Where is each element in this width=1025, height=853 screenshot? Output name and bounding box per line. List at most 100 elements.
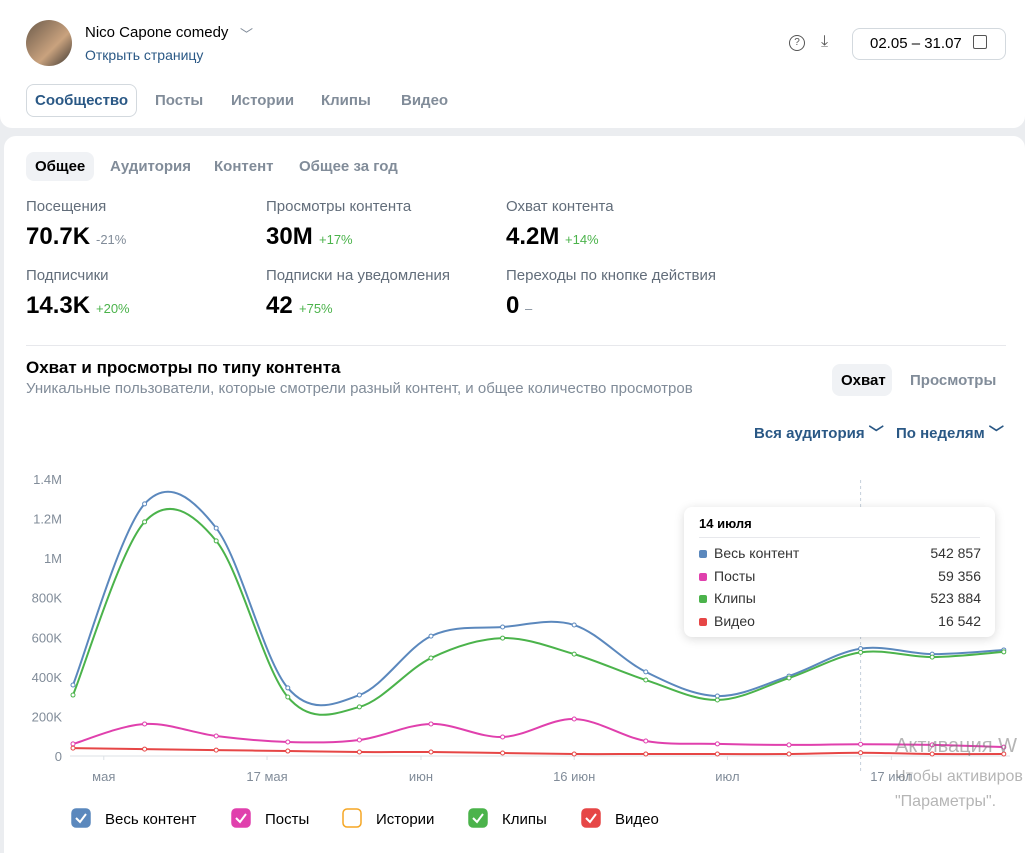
point [356,737,362,743]
dropdown-arrow[interactable]: ﹀ [240,27,254,42]
point [213,538,219,544]
tab[interactable]: Сообщество [26,84,138,117]
tooltip-series: Посты [714,567,756,584]
point [142,746,148,752]
tooltip: 14 июля Весь контент 542 857 Посты 59 356 Кли… [684,507,995,637]
x-tick-label: 17 мая [246,769,287,784]
point [571,751,577,757]
stat-change: +14% [565,232,599,247]
point [643,669,649,675]
x-tick-label: мая [92,769,115,784]
legend-label: Истории [376,811,434,828]
y-tick-label: 800K [32,591,63,606]
date-picker[interactable]: 02.05 – 31.07 [852,28,1006,60]
point [571,651,577,657]
point [428,633,434,639]
toggle-reach[interactable]: Охват [841,372,886,389]
download-icon[interactable]: ⤓ [821,33,829,50]
stat-value: 30M [266,223,313,250]
calendar-icon [973,35,987,49]
point [929,751,935,757]
tooltip-dot [699,572,707,581]
point [929,654,935,660]
point [500,750,506,756]
tooltip-dot [699,617,707,626]
point [1001,744,1007,750]
y-tick-label: 0 [55,749,62,764]
tab[interactable]: Клипы [321,92,371,109]
point [786,742,792,748]
filter-audience-text: Вся аудитория [754,425,865,442]
y-tick-label: 200K [32,709,63,724]
legend-checkbox [581,808,601,828]
stat-value: 4.2M [506,223,560,250]
point [643,738,649,744]
legend-check [472,813,484,824]
series-line [72,747,1004,756]
tooltip-series: Видео [714,612,755,629]
y-tick-label: 1.4M [33,472,62,487]
tab[interactable]: Посты [155,92,204,109]
tooltip-divider [699,537,980,538]
series-line [72,507,1004,716]
tab[interactable]: Истории [231,92,295,109]
stat-label: Подписчики [26,267,109,284]
toggle-active-bg [832,364,892,396]
legend-checkbox [468,808,488,828]
stat-change: +17% [319,232,353,247]
x-tick-label: июн [409,769,433,784]
point [714,697,720,703]
filter-audience[interactable]: Вся аудитория ﹀ [754,425,884,442]
point [714,741,720,747]
point [70,682,76,688]
tooltip-value: 523 884 [930,590,981,606]
point [858,750,864,756]
stat-label: Посещения [26,198,107,215]
tab[interactable]: Видео [401,92,449,109]
x-tick-label: июл [715,769,739,784]
point [70,692,76,698]
open-page-link[interactable]: Открыть страницу [85,47,204,63]
series-line [72,490,1004,707]
tooltip-value: 16 542 [938,612,981,629]
filter-period[interactable]: По неделям ﹀ [896,425,1004,442]
point [428,721,434,727]
point [285,694,291,700]
divider [26,345,1006,346]
point [356,749,362,755]
y-tick-label: 600K [32,630,63,645]
stat-label: Просмотры контента [266,198,412,215]
point [142,501,148,507]
point [285,739,291,745]
point [571,622,577,628]
watermark-text: Чтобы активиров [895,768,1023,785]
legend-label: Видео [615,811,659,828]
legend-label: Посты [265,811,309,828]
tooltip-dot [699,595,707,603]
y-tick-label: 1.2M [33,512,62,527]
subtab[interactable]: Аудитория [110,158,191,175]
legend-label: Клипы [502,811,547,828]
point [142,721,148,727]
subtab[interactable]: Контент [214,158,274,175]
avatar[interactable] [26,20,72,66]
stat-value: 14.3K [26,292,91,319]
stat-change: -21% [96,232,127,247]
point [142,519,148,525]
point [714,751,720,757]
community-name[interactable]: Nico Capone comedy [85,24,229,41]
point [213,747,219,753]
point [285,748,291,754]
toggle-views[interactable]: Просмотры [910,372,997,389]
help-icon[interactable]: ? [789,35,805,51]
point [213,525,219,531]
subtab[interactable]: Общее за год [299,158,398,175]
stat-change: +20% [96,301,130,316]
legend-checkbox [231,808,251,828]
stat-change: +75% [299,301,333,316]
subtab[interactable]: Общее [26,152,95,181]
point [70,741,76,747]
point [428,749,434,755]
date-range: 02.05 – 31.07 [870,35,962,52]
point [500,734,506,740]
